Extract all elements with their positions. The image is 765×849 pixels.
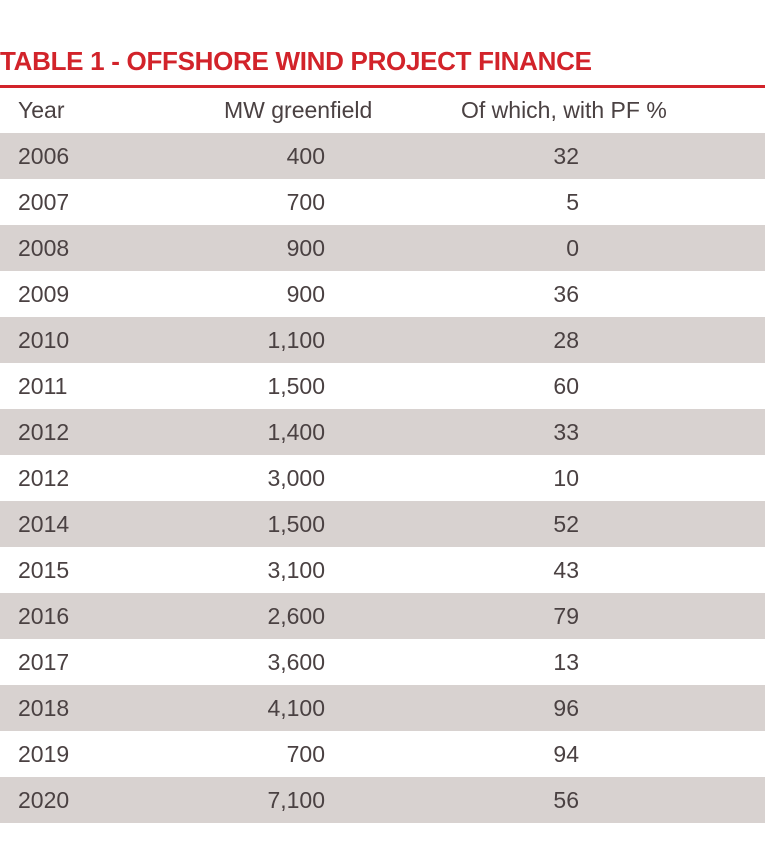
- cell-year: 2017: [18, 648, 70, 675]
- cell-year: 2012: [18, 464, 70, 491]
- table-row: 2012 1,400 33: [0, 409, 765, 455]
- title-divider: [0, 85, 765, 88]
- cell-pf-percent: 0: [566, 234, 579, 261]
- table-row: 2018 4,100 96: [0, 685, 765, 731]
- table-row: 2020 7,100 56: [0, 777, 765, 823]
- cell-mw-greenfield: 900: [286, 234, 325, 261]
- cell-year: 2018: [18, 694, 70, 721]
- cell-pf-percent: 33: [553, 418, 579, 445]
- cell-pf-percent: 43: [553, 556, 579, 583]
- cell-mw-greenfield: 1,100: [267, 326, 325, 353]
- table-row: 2009 900 36: [0, 271, 765, 317]
- cell-pf-percent: 13: [553, 648, 579, 675]
- cell-pf-percent: 52: [553, 510, 579, 537]
- cell-mw-greenfield: 7,100: [267, 786, 325, 813]
- data-table: Year MW greenfield Of which, with PF % 2…: [0, 88, 765, 823]
- table-title: TABLE 1 - OFFSHORE WIND PROJECT FINANCE: [0, 46, 592, 76]
- column-header-pf-percent: Of which, with PF %: [461, 97, 667, 123]
- cell-mw-greenfield: 3,600: [267, 648, 325, 675]
- cell-mw-greenfield: 700: [286, 740, 325, 767]
- cell-pf-percent: 5: [566, 188, 579, 215]
- cell-year: 2014: [18, 510, 70, 537]
- cell-year: 2012: [18, 418, 70, 445]
- cell-mw-greenfield: 900: [286, 280, 325, 307]
- cell-year: 2016: [18, 602, 70, 629]
- column-header-year: Year: [18, 97, 65, 123]
- cell-mw-greenfield: 1,400: [267, 418, 325, 445]
- cell-year: 2007: [18, 188, 70, 215]
- table-row: 2011 1,500 60: [0, 363, 765, 409]
- table-row: 2008 900 0: [0, 225, 765, 271]
- cell-mw-greenfield: 3,000: [267, 464, 325, 491]
- cell-year: 2006: [18, 142, 70, 169]
- table-row: 2006 400 32: [0, 133, 765, 179]
- cell-pf-percent: 79: [553, 602, 579, 629]
- table-row: 2016 2,600 79: [0, 593, 765, 639]
- table-row: 2014 1,500 52: [0, 501, 765, 547]
- cell-year: 2011: [18, 372, 68, 399]
- cell-pf-percent: 96: [553, 694, 579, 721]
- cell-pf-percent: 60: [553, 372, 579, 399]
- cell-mw-greenfield: 1,500: [267, 372, 325, 399]
- cell-year: 2020: [18, 786, 70, 813]
- cell-pf-percent: 56: [553, 786, 579, 813]
- cell-pf-percent: 32: [553, 142, 579, 169]
- cell-mw-greenfield: 400: [286, 142, 325, 169]
- cell-year: 2010: [18, 326, 70, 353]
- table-row: 2019 700 94: [0, 731, 765, 777]
- cell-year: 2015: [18, 556, 70, 583]
- table-row: 2017 3,600 13: [0, 639, 765, 685]
- cell-mw-greenfield: 3,100: [267, 556, 325, 583]
- cell-year: 2019: [18, 740, 70, 767]
- table-row: 2015 3,100 43: [0, 547, 765, 593]
- cell-year: 2009: [18, 280, 70, 307]
- cell-mw-greenfield: 4,100: [267, 694, 325, 721]
- table-row: 2010 1,100 28: [0, 317, 765, 363]
- cell-pf-percent: 28: [553, 326, 579, 353]
- cell-year: 2008: [18, 234, 70, 261]
- cell-pf-percent: 94: [553, 740, 579, 767]
- table-header-row: Year MW greenfield Of which, with PF %: [0, 88, 765, 133]
- column-header-mw-greenfield: MW greenfield: [224, 97, 373, 123]
- cell-pf-percent: 10: [553, 464, 579, 491]
- cell-mw-greenfield: 700: [286, 188, 325, 215]
- table-row: 2007 700 5: [0, 179, 765, 225]
- cell-mw-greenfield: 2,600: [267, 602, 325, 629]
- cell-pf-percent: 36: [553, 280, 579, 307]
- table-row: 2012 3,000 10: [0, 455, 765, 501]
- cell-mw-greenfield: 1,500: [267, 510, 325, 537]
